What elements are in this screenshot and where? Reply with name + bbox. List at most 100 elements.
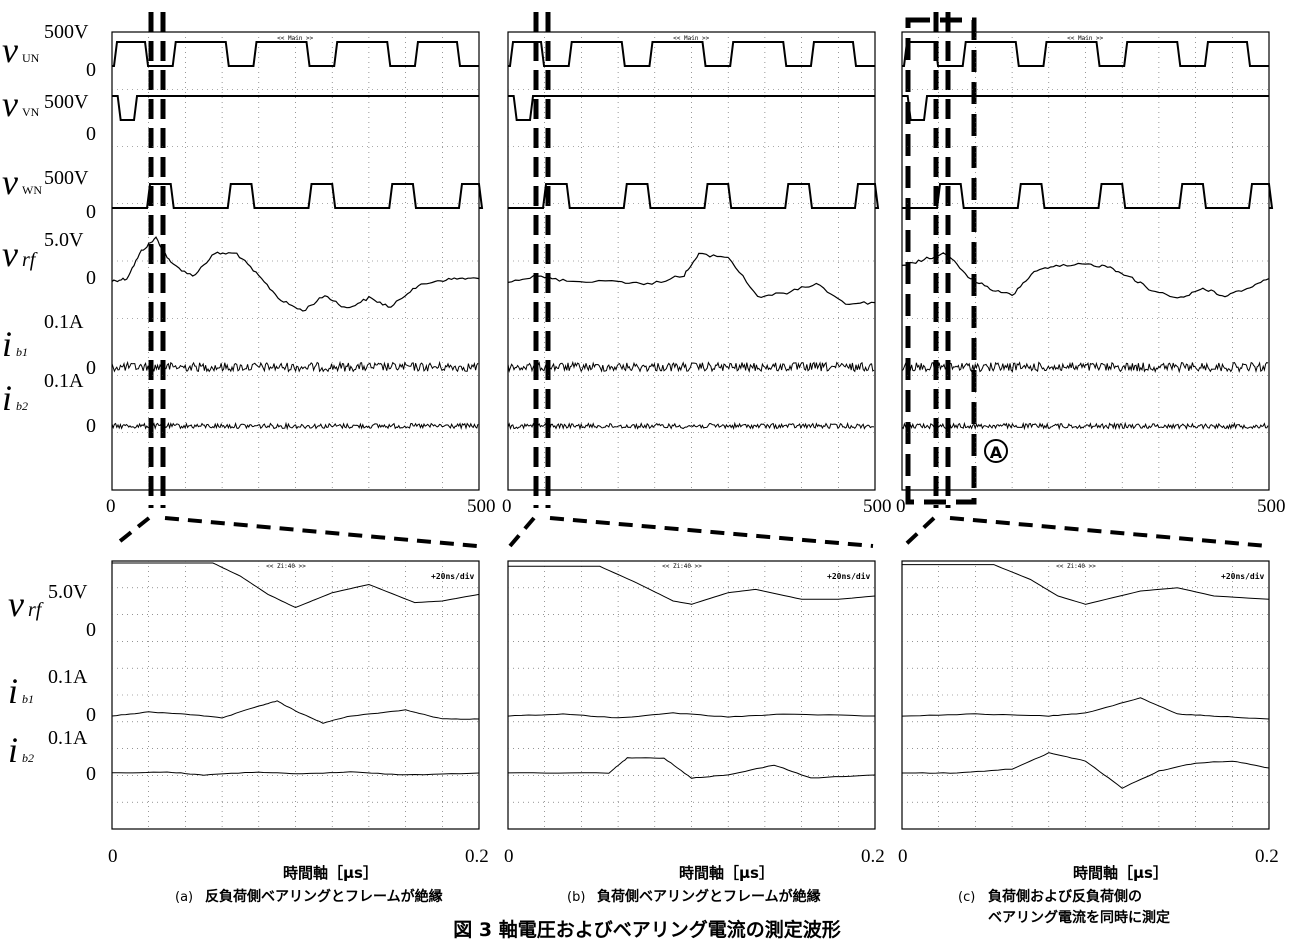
zoom-scale-label: +20ns/div [1221, 571, 1265, 581]
caption-c-tag: (c) [958, 890, 975, 905]
series-ib2-b [507, 421, 875, 431]
zoom-connector-right [549, 516, 874, 548]
zoom-xaxis-label: 時間軸［μs］ [1073, 864, 1168, 882]
row-zero: 0 [86, 267, 96, 289]
zoom-connector-layer: A [112, 12, 1268, 548]
caption-b-tag: (b) [567, 890, 585, 905]
overview-xtick-end: 500 [1257, 496, 1286, 517]
row-symbol: v [2, 234, 18, 274]
overview-xtick-0: 0 [502, 496, 512, 517]
caption-c-text-2: ベアリング電流を同時に測定 [988, 909, 1170, 926]
row-scale: 0.1A [44, 311, 84, 333]
zoom-series-ib2-b [507, 757, 876, 779]
row-zero: 0 [86, 619, 96, 641]
row-subscript: b2 [22, 751, 34, 765]
figure-caption: 図 3 軸電圧およびベアリング電流の測定波形 [453, 918, 840, 941]
series-vVN-a [112, 95, 479, 121]
row-scale: 5.0V [48, 581, 88, 603]
row-label-top-ib2: i b2 0.1A 0 [2, 370, 96, 437]
overview-xtick-0: 0 [896, 496, 906, 517]
zoom-xtick-end: 0.2 [1255, 846, 1279, 867]
zoom-series-vrf-a [112, 562, 480, 609]
zoom-xtick-0: 0 [504, 846, 514, 867]
row-subscript: UN [22, 51, 40, 65]
zoom-series-ib1-c [901, 697, 1270, 720]
caption-c-text: 負荷側および反負荷側の [988, 888, 1142, 905]
row-symbol: v [2, 162, 18, 202]
caption-a-text: 反負荷側ベアリングとフレームが絶縁 [205, 888, 443, 905]
series-vWN-c [902, 183, 1274, 209]
zoom-header-label: << Zi:40 >> [1056, 563, 1096, 570]
zoom-series-ib2-a [111, 771, 480, 776]
series-vUN-b [508, 41, 875, 67]
row-label-top-ib1: i b1 0.1A 0 [2, 311, 96, 379]
series-ib1-c [901, 361, 1269, 374]
overview-panel-b: << Main >> 0 500 [502, 31, 892, 517]
row-subscript: VN [22, 105, 40, 119]
row-symbol: v [2, 84, 18, 124]
row-zero: 0 [86, 704, 96, 726]
row-label-bottom-vrf: v rf5.0V 0 [8, 581, 96, 641]
zoom-xaxis-label: 時間軸［μs］ [679, 864, 774, 882]
row-symbol: v [8, 584, 24, 624]
series-ib2-c [901, 421, 1269, 431]
row-label-top-vVN: v VN 500V 0 [2, 84, 96, 145]
zoom-connector-left [902, 516, 936, 548]
overview-header-label: << Main >> [277, 35, 314, 42]
caption-a-tag: (a) [175, 890, 193, 905]
row-scale: 500V [44, 91, 89, 113]
row-symbol: i [2, 378, 12, 418]
row-scale: 0.1A [48, 727, 88, 749]
zoom-xtick-end: 0.2 [861, 846, 885, 867]
series-ib1-b [507, 360, 875, 373]
row-label-top-vrf: v rf 5.0V0 [2, 229, 96, 289]
row-scale: 0.1A [44, 370, 84, 392]
zoom-scale-label: +20ns/div [431, 571, 475, 581]
zoom-connector-right [164, 516, 478, 548]
series-vVN-b [508, 95, 875, 121]
row-label-top-vUN: v UN 500V 0 [2, 21, 96, 81]
row-subscript: WN [22, 183, 42, 197]
zoom-xtick-0: 0 [898, 846, 908, 867]
marker-circle [984, 439, 1008, 463]
row-subscript: rf [28, 599, 44, 621]
marker-label: A [990, 443, 1003, 462]
row-subscript: b2 [16, 399, 28, 413]
series-vUN-c [902, 41, 1269, 67]
zoom-panel-b: << Zi:40 >> +20ns/div 0 0.2 時間軸［μs］ [504, 560, 885, 882]
zoom-scale-label: +20ns/div [827, 571, 871, 581]
zoom-series-vrf-c [902, 564, 1270, 605]
row-symbol: v [2, 30, 18, 70]
caption-b-text: 負荷側ベアリングとフレームが絶縁 [597, 888, 821, 905]
zoom-series-ib1-b [507, 712, 875, 719]
overview-header-label: << Main >> [1067, 35, 1104, 42]
zoom-series-vrf-b [508, 565, 876, 605]
series-ib2-a [111, 421, 479, 431]
zoom-series-ib2-c [902, 752, 1270, 789]
series-vVN-c [902, 95, 1269, 121]
zoom-connector-right [949, 516, 1268, 548]
overview-xtick-0: 0 [106, 496, 116, 517]
series-vUN-a [112, 41, 479, 67]
zoom-header-label: << Zi:40 >> [662, 563, 702, 570]
row-zero: 0 [86, 59, 96, 81]
zoom-xaxis-label: 時間軸［μs］ [283, 864, 378, 882]
overview-panel-a: << Main >> 0 500 [106, 31, 496, 517]
zoom-panel-c: << Zi:40 >> +20ns/div 0 0.2 時間軸［μs］ [898, 560, 1279, 882]
row-scale: 5.0V [44, 229, 84, 251]
row-zero: 0 [86, 123, 96, 145]
row-subscript: rf [22, 249, 38, 271]
series-vWN-b [508, 183, 880, 209]
zoom-connector-left [112, 516, 151, 548]
zoom-xtick-end: 0.2 [465, 846, 489, 867]
zoom-xtick-0: 0 [108, 846, 118, 867]
series-vWN-a [112, 183, 484, 209]
series-vrf-a [111, 236, 480, 312]
series-vrf-c [901, 252, 1270, 299]
row-symbol: i [2, 324, 12, 364]
zoom-header-label: << Zi:40 >> [266, 563, 306, 570]
captions-layer: (a) 反負荷側ベアリングとフレームが絶縁 (b) 負荷側ベアリングとフレームが… [175, 888, 1170, 941]
